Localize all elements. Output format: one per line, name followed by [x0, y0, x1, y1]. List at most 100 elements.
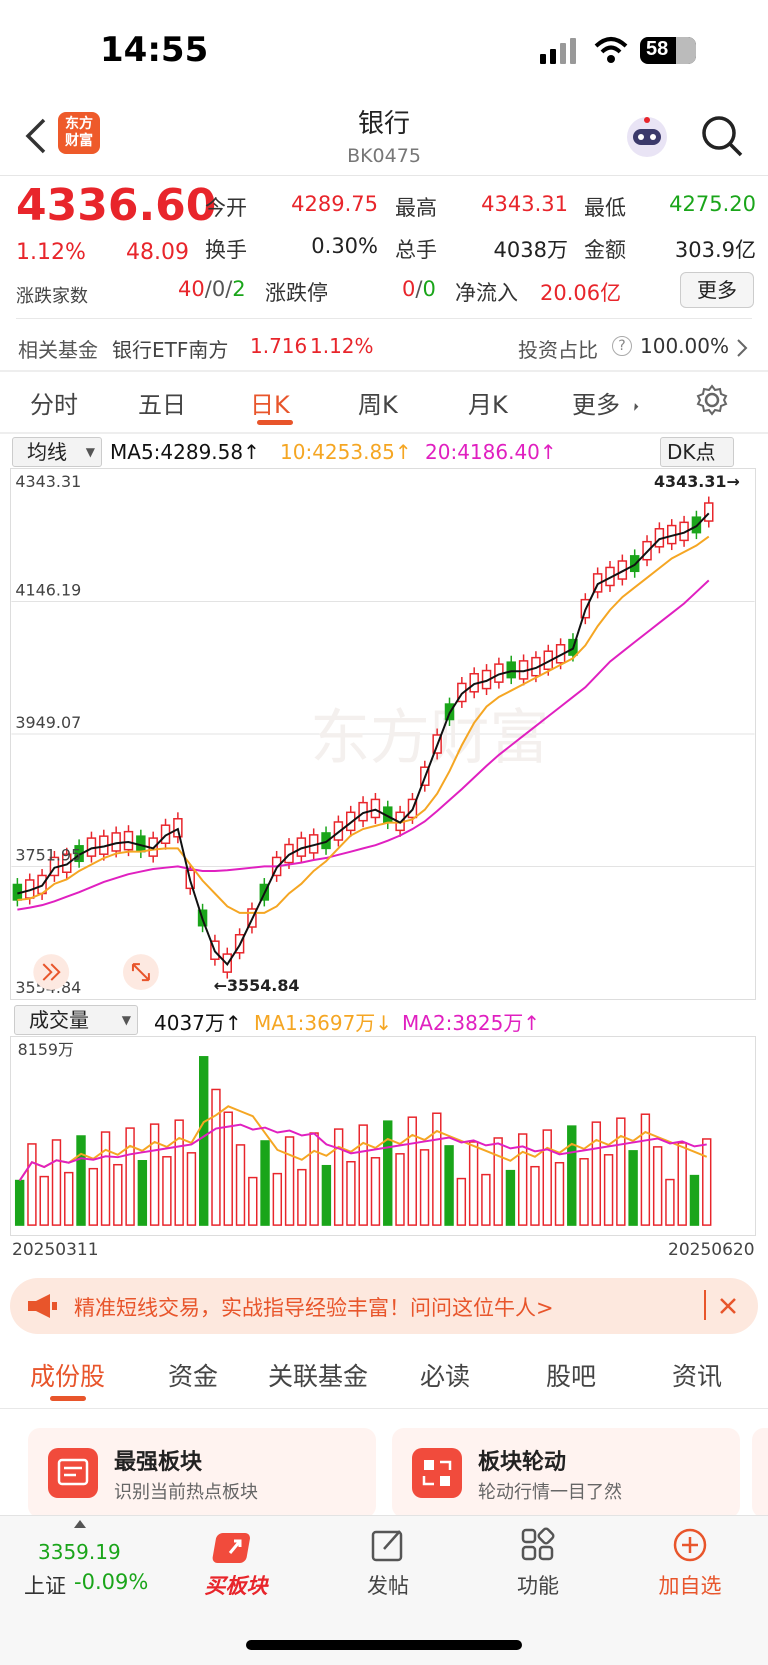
tab-funds-flow[interactable]: 资金 [168, 1362, 219, 1391]
add-watchlist-label[interactable]: 加自选 [658, 1574, 722, 1598]
high-marker-label: 4343.31→ [654, 472, 740, 491]
tab-timeshare[interactable]: 分时 [30, 391, 78, 419]
index-name[interactable]: 上证 [24, 1574, 66, 1598]
volume-selector[interactable]: 成交量 ▼ [14, 1005, 138, 1035]
fund-name[interactable]: 银行ETF南方 [112, 338, 229, 362]
more-button[interactable]: 更多 [680, 272, 754, 308]
buy-sector-icon[interactable] [212, 1527, 262, 1567]
ma10-line [17, 535, 710, 914]
current-price: 4336.60 [16, 180, 217, 231]
page-title: 银行 [357, 109, 410, 139]
card-subtitle: 轮动行情一目了然 [478, 1482, 622, 1503]
tab-five-day[interactable]: 五日 [138, 391, 186, 419]
ma20-legend: 20:4186.40↑ [425, 440, 557, 464]
change-amount: 48.09 [126, 240, 189, 265]
volume-chart[interactable]: 8159万 [10, 1036, 756, 1236]
post-edit-icon[interactable] [370, 1527, 406, 1563]
ma5-legend: MA5:4289.58↑ [110, 440, 260, 464]
volume-bar [346, 1160, 356, 1226]
sector-code: BK0475 [347, 145, 421, 167]
back-icon[interactable] [24, 118, 48, 154]
battery-icon: 58 [640, 37, 696, 64]
volume-bar [309, 1132, 319, 1226]
status-time: 14:55 [100, 30, 209, 70]
updown-label: 涨跌家数 [16, 286, 88, 307]
low-value: 4275.20 [669, 192, 756, 216]
amount-value: 303.9亿 [674, 238, 756, 262]
tab-must-read[interactable]: 必读 [420, 1362, 471, 1391]
volume-bar [113, 1163, 123, 1226]
fullscreen-button[interactable] [122, 954, 159, 991]
volume-bar [554, 1161, 565, 1226]
high-label: 最高 [395, 196, 437, 220]
sector-chart-icon [48, 1448, 98, 1498]
robot-assistant-icon[interactable] [624, 114, 670, 160]
volume-bar [223, 1111, 233, 1226]
volume-bar [591, 1121, 602, 1226]
candlestick-chart[interactable]: 东方财富 4343.31 4146.19 3949.07 3751.95 355… [10, 468, 756, 1000]
volume-bar [481, 1173, 491, 1226]
volume-value: 4038万 [493, 238, 568, 262]
volume-bar [125, 1127, 135, 1226]
ma-selector[interactable]: 均线 ▼ [12, 437, 102, 467]
post-label[interactable]: 发帖 [367, 1574, 409, 1598]
tab-constituents[interactable]: 成份股 [30, 1362, 106, 1391]
volume-bar [407, 1116, 417, 1226]
sector-rotation-card[interactable]: 板块轮动 轮动行情一目了然 [392, 1428, 740, 1518]
volume-ma1: MA1:3697万↓ [254, 1011, 393, 1035]
y-tick-label: 3949.07 [15, 713, 81, 732]
ma20-line [17, 579, 710, 911]
low-marker-label: ←3554.84 [214, 976, 300, 995]
signal-icon [540, 38, 576, 64]
tab-related-funds[interactable]: 关联基金 [268, 1362, 369, 1391]
volume-current: 4037万↑ [154, 1011, 242, 1035]
close-icon[interactable] [718, 1296, 738, 1316]
volume-bar [27, 1143, 37, 1226]
home-indicator [246, 1640, 522, 1650]
volume-bar [456, 1177, 467, 1226]
tab-monthly-k[interactable]: 月K [468, 391, 508, 419]
inflow-label: 净流入 [455, 281, 518, 305]
promo-banner[interactable] [10, 1278, 758, 1334]
tab-news[interactable]: 资讯 [672, 1362, 723, 1391]
strongest-sector-card[interactable]: 最强板块 识别当前热点板块 [28, 1428, 376, 1518]
volume-bar [493, 1137, 503, 1226]
tab-daily-k[interactable]: 日K [250, 391, 290, 419]
volume-ma2-line [18, 1123, 707, 1182]
candle-body [370, 798, 381, 819]
search-icon[interactable] [700, 114, 744, 158]
functions-label[interactable]: 功能 [517, 1574, 559, 1598]
buy-sector-label[interactable]: 买板块 [204, 1574, 268, 1598]
functions-grid-icon[interactable] [520, 1527, 556, 1563]
index-pct[interactable]: -0.09% [74, 1570, 149, 1594]
volume-bar [628, 1150, 638, 1226]
divider [16, 318, 752, 319]
promo-text[interactable]: 精准短线交易，实战指导经验丰富！问问这位牛人> [74, 1296, 554, 1320]
card-peek [752, 1428, 768, 1518]
divider [0, 432, 768, 434]
settings-gear-icon[interactable] [696, 384, 728, 416]
change-percent: 1.12% [16, 240, 86, 265]
tab-forum[interactable]: 股吧 [546, 1362, 597, 1391]
volume-bar [517, 1133, 528, 1226]
ratio-label: 投资占比 [518, 338, 598, 362]
help-icon[interactable]: ? [612, 336, 632, 356]
x-start-date: 20250311 [12, 1240, 99, 1260]
index-value[interactable]: 3359.19 [38, 1540, 121, 1564]
volume-bar [419, 1149, 430, 1226]
volume-ma1-line [18, 1105, 708, 1182]
tab-more[interactable]: 更多 [572, 391, 620, 419]
expand-left-button[interactable] [33, 954, 70, 991]
volume-bar [199, 1056, 209, 1226]
volume-bar [702, 1138, 712, 1226]
collapse-arrow-icon[interactable] [74, 1520, 86, 1528]
divider [0, 1408, 768, 1409]
dk-point-button[interactable]: DK点 [660, 437, 734, 467]
tab-weekly-k[interactable]: 周K [358, 391, 398, 419]
volume-bar [444, 1145, 454, 1226]
volume-bars-group [14, 1056, 712, 1226]
add-watchlist-icon[interactable] [672, 1527, 708, 1563]
volume-bar [162, 1156, 172, 1226]
megaphone-icon [28, 1294, 57, 1318]
chevron-right-icon[interactable] [736, 338, 748, 358]
